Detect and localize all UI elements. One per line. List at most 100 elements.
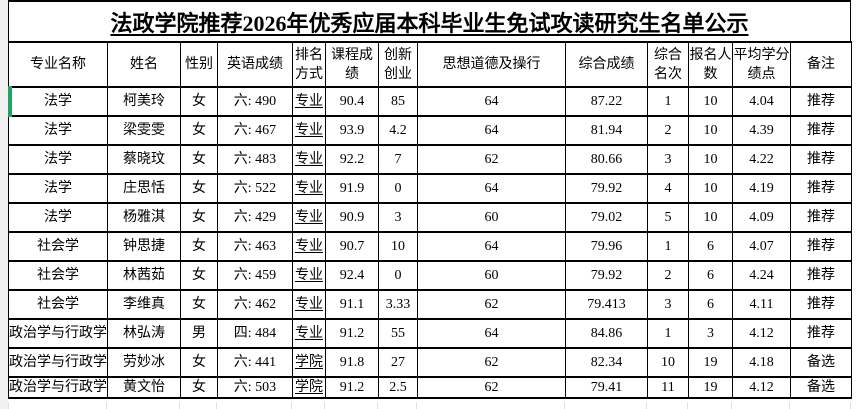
- table-cell[interactable]: 90.7: [325, 232, 379, 261]
- table-cell[interactable]: 10: [688, 116, 733, 145]
- table-cell[interactable]: 84.86: [565, 319, 648, 348]
- column-header[interactable]: 创新创业: [378, 42, 418, 87]
- table-cell[interactable]: 64: [417, 174, 566, 203]
- table-cell[interactable]: 4.24: [732, 261, 791, 290]
- table-cell[interactable]: 60: [417, 261, 566, 290]
- table-cell[interactable]: 6: [688, 232, 733, 261]
- table-cell[interactable]: 法学: [8, 145, 108, 174]
- table-cell[interactable]: 79.92: [565, 174, 648, 203]
- title-cell[interactable]: 法政学院推荐2026年优秀应届本科毕业生免试攻读研究生名单公示: [8, 0, 851, 41]
- table-cell[interactable]: 6: [688, 261, 733, 290]
- table-cell[interactable]: 80.66: [565, 145, 648, 174]
- table-cell[interactable]: 79.413: [565, 290, 648, 319]
- table-cell[interactable]: 女: [180, 203, 218, 232]
- table-cell[interactable]: 李维真: [107, 290, 181, 319]
- table-cell[interactable]: 2.5: [378, 377, 418, 398]
- table-cell[interactable]: 社会学: [8, 232, 108, 261]
- table-cell[interactable]: 4.09: [732, 203, 791, 232]
- table-cell[interactable]: 林弘涛: [107, 319, 181, 348]
- table-cell[interactable]: 55: [378, 319, 418, 348]
- table-cell[interactable]: 女: [180, 377, 218, 398]
- table-cell[interactable]: 3: [378, 203, 418, 232]
- table-cell[interactable]: 4.39: [732, 116, 791, 145]
- table-cell[interactable]: 0: [378, 261, 418, 290]
- table-cell[interactable]: 60: [417, 203, 566, 232]
- table-cell[interactable]: 六: 467: [217, 116, 293, 145]
- table-cell[interactable]: 法学: [8, 116, 108, 145]
- table-cell[interactable]: 4.19: [732, 174, 791, 203]
- table-cell[interactable]: 64: [417, 232, 566, 261]
- table-cell[interactable]: 蔡晓玟: [107, 145, 181, 174]
- table-cell[interactable]: 专业: [292, 87, 326, 116]
- table-cell[interactable]: 10: [688, 145, 733, 174]
- table-cell[interactable]: 法学: [8, 87, 108, 116]
- table-cell[interactable]: 政治学与行政学: [8, 319, 108, 348]
- table-cell[interactable]: 柯美玲: [107, 87, 181, 116]
- table-cell[interactable]: 3: [647, 290, 689, 319]
- table-cell[interactable]: 男: [180, 319, 218, 348]
- table-cell[interactable]: 六: 441: [217, 348, 293, 377]
- column-header[interactable]: 课程成绩: [325, 42, 379, 87]
- table-cell[interactable]: 5: [647, 203, 689, 232]
- table-cell[interactable]: 女: [180, 348, 218, 377]
- table-cell[interactable]: 62: [417, 290, 566, 319]
- table-cell[interactable]: 2: [647, 261, 689, 290]
- table-cell[interactable]: 3.33: [378, 290, 418, 319]
- table-cell[interactable]: 92.2: [325, 145, 379, 174]
- table-cell[interactable]: 杨雅淇: [107, 203, 181, 232]
- table-cell[interactable]: 1: [647, 319, 689, 348]
- table-cell[interactable]: 1: [647, 232, 689, 261]
- table-cell[interactable]: 学院: [292, 377, 326, 398]
- table-cell[interactable]: 专业: [292, 290, 326, 319]
- table-cell[interactable]: 女: [180, 116, 218, 145]
- table-cell[interactable]: 4.22: [732, 145, 791, 174]
- table-cell[interactable]: 90.9: [325, 203, 379, 232]
- table-cell[interactable]: 专业: [292, 319, 326, 348]
- table-cell[interactable]: 推荐: [790, 290, 852, 319]
- table-cell[interactable]: 7: [378, 145, 418, 174]
- table-cell[interactable]: 六: 462: [217, 290, 293, 319]
- table-cell[interactable]: 1: [647, 87, 689, 116]
- table-cell[interactable]: 女: [180, 174, 218, 203]
- column-header[interactable]: 平均学分绩点: [732, 42, 791, 87]
- table-cell[interactable]: 六: 463: [217, 232, 293, 261]
- table-cell[interactable]: 推荐: [790, 319, 852, 348]
- table-cell[interactable]: 推荐: [790, 261, 852, 290]
- table-cell[interactable]: 19: [688, 377, 733, 398]
- table-cell[interactable]: 81.94: [565, 116, 648, 145]
- table-cell[interactable]: 19: [688, 348, 733, 377]
- table-cell[interactable]: 6: [688, 290, 733, 319]
- table-cell[interactable]: 备选: [790, 377, 852, 398]
- table-cell[interactable]: 92.4: [325, 261, 379, 290]
- table-cell[interactable]: 10: [688, 87, 733, 116]
- table-cell[interactable]: 10: [688, 174, 733, 203]
- table-cell[interactable]: 4.2: [378, 116, 418, 145]
- table-cell[interactable]: 社会学: [8, 261, 108, 290]
- table-cell[interactable]: 82.34: [565, 348, 648, 377]
- table-cell[interactable]: 女: [180, 261, 218, 290]
- column-header[interactable]: 专业名称: [8, 42, 108, 87]
- table-cell[interactable]: 10: [378, 232, 418, 261]
- table-cell[interactable]: 85: [378, 87, 418, 116]
- table-cell[interactable]: 62: [417, 377, 566, 398]
- table-cell[interactable]: 钟思捷: [107, 232, 181, 261]
- table-cell[interactable]: 社会学: [8, 290, 108, 319]
- table-cell[interactable]: 推荐: [790, 116, 852, 145]
- table-cell[interactable]: 六: 503: [217, 377, 293, 398]
- column-header[interactable]: 备注: [790, 42, 852, 87]
- table-cell[interactable]: 女: [180, 290, 218, 319]
- table-cell[interactable]: 庄思恬: [107, 174, 181, 203]
- table-cell[interactable]: 劳妙冰: [107, 348, 181, 377]
- table-cell[interactable]: 64: [417, 87, 566, 116]
- table-cell[interactable]: 62: [417, 145, 566, 174]
- table-cell[interactable]: 93.9: [325, 116, 379, 145]
- table-cell[interactable]: 六: 490: [217, 87, 293, 116]
- table-cell[interactable]: 六: 429: [217, 203, 293, 232]
- table-cell[interactable]: 10: [647, 348, 689, 377]
- table-cell[interactable]: 四: 484: [217, 319, 293, 348]
- table-cell[interactable]: 91.2: [325, 319, 379, 348]
- table-cell[interactable]: 64: [417, 319, 566, 348]
- table-cell[interactable]: 4.07: [732, 232, 791, 261]
- table-cell[interactable]: 4.04: [732, 87, 791, 116]
- table-cell[interactable]: 女: [180, 87, 218, 116]
